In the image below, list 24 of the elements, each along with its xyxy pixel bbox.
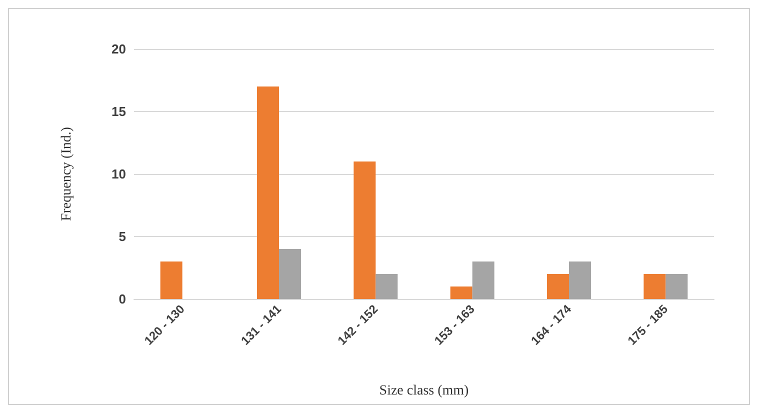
y-tick-label: 5 <box>118 229 126 244</box>
bar <box>279 249 301 299</box>
y-tick-label: 20 <box>112 42 126 56</box>
x-tick-label: 120 - 130 <box>142 302 188 348</box>
bar <box>569 262 591 299</box>
bar <box>666 274 688 299</box>
bar <box>472 262 494 299</box>
bar <box>450 286 472 299</box>
x-tick-label: 175 - 185 <box>624 302 671 348</box>
bar <box>354 162 376 299</box>
x-axis-title: Size class (mm) <box>379 384 470 398</box>
x-tick-label: 131 - 141 <box>238 302 284 348</box>
bar <box>376 274 398 299</box>
y-tick-label: 0 <box>118 292 126 306</box>
x-tick-label: 153 - 163 <box>432 302 478 348</box>
bar <box>644 274 666 299</box>
y-tick-label: 15 <box>112 104 126 119</box>
bar <box>257 86 279 299</box>
x-tick-label: 142 - 152 <box>334 302 381 348</box>
y-axis-title: Frequency (Ind.) <box>60 126 74 222</box>
bar <box>547 274 569 299</box>
bar <box>160 262 182 299</box>
y-tick-label: 10 <box>112 166 126 182</box>
x-tick-label: 164 - 174 <box>528 302 574 348</box>
